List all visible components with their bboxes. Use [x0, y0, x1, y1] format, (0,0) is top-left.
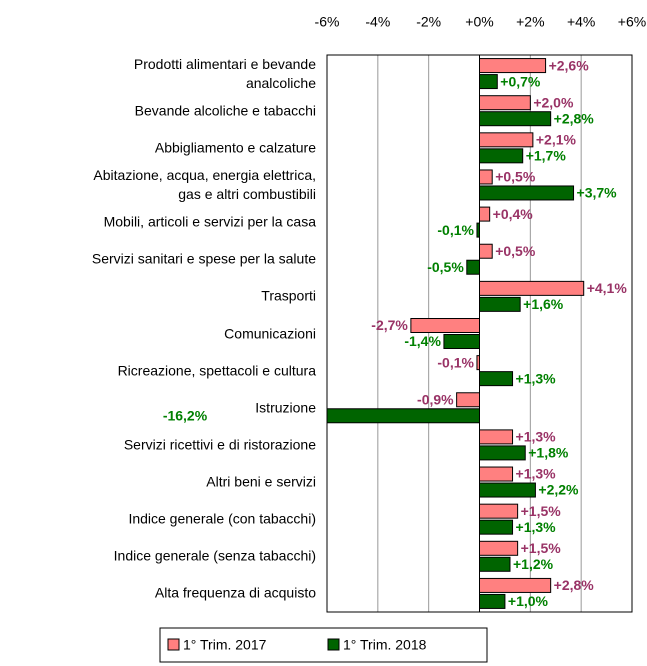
value-label: +2,2%: [538, 482, 579, 498]
category-label: Comunicazioni: [224, 325, 316, 341]
bar: [456, 392, 480, 408]
value-label: -0,1%: [437, 222, 474, 238]
bar: [479, 296, 521, 312]
value-label: +2,8%: [554, 110, 595, 126]
bar: [479, 429, 514, 445]
bar: [479, 74, 498, 90]
bar: [479, 466, 514, 482]
value-label: +0,4%: [493, 206, 534, 222]
value-label: -2,7%: [371, 317, 408, 333]
x-tick-label: +2%: [516, 14, 544, 30]
value-label: +1,3%: [516, 466, 557, 482]
bars: [327, 58, 585, 609]
value-label: +4,1%: [587, 280, 628, 296]
bar: [479, 111, 552, 127]
value-label: +2,8%: [554, 577, 595, 593]
bar: [479, 445, 526, 461]
bar: [479, 577, 552, 593]
bar: [479, 148, 524, 164]
x-tick-label: +4%: [567, 14, 595, 30]
category-label: Servizi ricettivi e di ristorazione: [123, 436, 316, 453]
category-label: Mobili, articoli e servizi per la casa: [103, 213, 316, 230]
value-label: +3,7%: [577, 185, 618, 201]
bar: [479, 206, 491, 222]
legend-label: 1° Trim. 2017: [183, 637, 267, 653]
x-tick-label: -4%: [365, 14, 390, 30]
x-tick-label: +6%: [618, 14, 646, 30]
value-label: +0,5%: [495, 169, 536, 185]
bar: [476, 355, 481, 371]
bar: [479, 169, 493, 185]
value-label: +2,0%: [533, 94, 574, 110]
x-tick-label: -6%: [315, 14, 340, 30]
bar: [479, 482, 536, 498]
value-label: +1,3%: [516, 429, 557, 445]
bar: [479, 540, 519, 556]
bar: [466, 259, 480, 275]
category-label: Servizi sanitari e spese per la salute: [91, 250, 316, 267]
category-label: Indice generale (con tabacchi): [128, 510, 316, 527]
bar: [327, 408, 480, 424]
value-label: +1,3%: [516, 519, 557, 535]
bar: [479, 556, 511, 572]
value-label: -0,1%: [437, 354, 474, 370]
category-label: Ricreazione, spettacoli e cultura: [117, 362, 316, 379]
bar: [476, 222, 481, 238]
legend-swatch: [327, 638, 340, 651]
category-label: Indice generale (senza tabacchi): [113, 547, 316, 564]
category-label: Trasporti: [261, 287, 316, 304]
category-label: Bevande alcoliche e tabacchi: [134, 102, 316, 119]
value-label: +1,5%: [521, 540, 562, 556]
category-label: Prodotti alimentari e bevande analcolich…: [133, 55, 316, 91]
x-tick-label: +0%: [465, 14, 493, 30]
value-label: -16,2%: [163, 407, 208, 423]
x-tick-label: -2%: [416, 14, 441, 30]
bar: [479, 58, 547, 74]
value-label: +1,2%: [513, 556, 554, 572]
value-label: +1,3%: [516, 370, 557, 386]
bar: [479, 243, 493, 259]
bar: [479, 371, 514, 387]
value-label: +1,6%: [523, 296, 564, 312]
bar: [479, 185, 575, 201]
legend-box: [159, 627, 488, 663]
bar: [410, 318, 480, 333]
value-label: +1,0%: [508, 593, 549, 609]
bar: [443, 334, 480, 349]
bar: [479, 280, 585, 296]
value-label: -0,5%: [427, 259, 464, 275]
bar: [479, 593, 506, 609]
category-label: Abitazione, acqua, energia elettrica, ga…: [93, 166, 316, 202]
bar: [479, 132, 534, 148]
value-label: +0,7%: [500, 73, 541, 89]
value-label: -1,4%: [404, 333, 441, 349]
legend-swatch: [167, 638, 180, 651]
value-label: +1,8%: [528, 445, 569, 461]
plot-border: [326, 54, 633, 613]
value-label: +2,6%: [549, 57, 590, 73]
bar: [479, 503, 519, 519]
value-label: -0,9%: [417, 391, 454, 407]
category-label: Istruzione: [255, 399, 316, 416]
category-label: Abbigliamento e calzature: [154, 139, 316, 156]
category-label: Altri beni e servizi: [206, 473, 316, 490]
value-label: +2,1%: [536, 132, 577, 148]
value-label: +0,5%: [495, 243, 536, 259]
legend-label: 1° Trim. 2018: [343, 637, 427, 653]
bar: [479, 519, 514, 535]
bar: [479, 95, 531, 111]
category-label: Alta frequenza di acquisto: [154, 584, 316, 601]
value-label: +1,5%: [521, 503, 562, 519]
value-label: +1,7%: [526, 148, 567, 164]
